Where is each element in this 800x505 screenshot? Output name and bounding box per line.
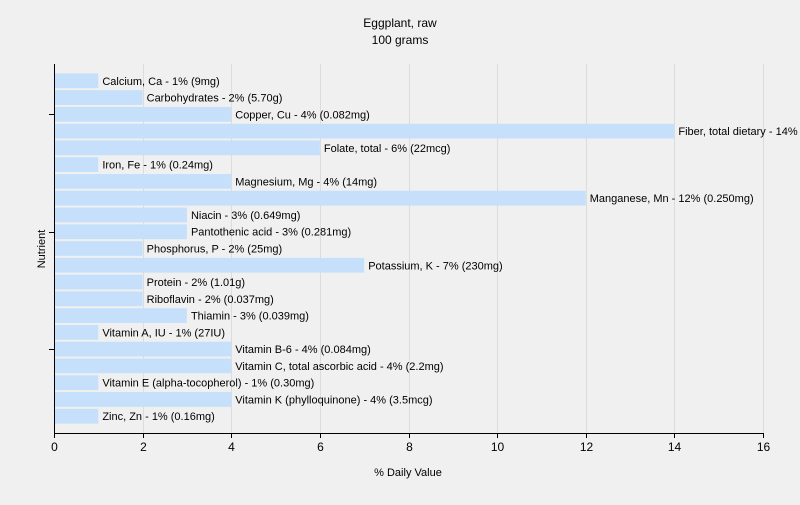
bar-data-label: Riboflavin - 2% (0.037mg) [147, 294, 274, 306]
bar-data-label: Calcium, Ca - 1% (9mg) [102, 76, 219, 88]
bar [55, 241, 143, 256]
x-axis-label: % Daily Value [374, 467, 442, 479]
x-tick-label: 8 [406, 440, 413, 454]
x-tick-label: 10 [491, 440, 505, 454]
bar-data-label: Vitamin A, IU - 1% (27IU) [102, 327, 225, 339]
bar-data-label: Pantothenic acid - 3% (0.281mg) [191, 227, 351, 239]
bar [55, 408, 99, 424]
bar [55, 90, 143, 105]
bar-data-label: Vitamin E (alpha-tocopherol) - 1% (0.30m… [102, 378, 314, 390]
bar [55, 291, 143, 307]
bar [55, 140, 320, 156]
bar-data-label: Vitamin B-6 - 4% (0.084mg) [235, 344, 371, 356]
bar-data-label: Vitamin K (phylloquinone) - 4% (3.5mcg) [235, 394, 432, 406]
bar-data-label: Zinc, Zn - 1% (0.16mg) [102, 411, 214, 423]
bar-data-label: Magnesium, Mg - 4% (14mg) [235, 176, 377, 188]
bar-data-label: Carbohydrates - 2% (5.70g) [147, 93, 283, 105]
axes: 0 2 4 6 8 10 12 14 16 [49, 64, 770, 454]
x-tick-label: 14 [668, 440, 682, 454]
bars: Calcium, Ca - 1% (9mg) Carbohydrates - 2%… [55, 73, 800, 424]
bar-data-label: Folate, total - 6% (22mcg) [324, 143, 451, 155]
y-axis-label: Nutrient [36, 230, 48, 269]
bar [55, 207, 187, 223]
bar-data-label: Copper, Cu - 4% (0.082mg) [235, 109, 370, 121]
bar-data-label: Iron, Fe - 1% (0.24mg) [102, 160, 213, 172]
bar [55, 257, 365, 273]
bar-data-label: Manganese, Mn - 12% (0.250mg) [590, 193, 754, 205]
bar-data-label: Phosphorus, P - 2% (25mg) [147, 244, 283, 256]
bar-data-label: Niacin - 3% (0.649mg) [191, 210, 300, 222]
bar [55, 341, 232, 357]
bar [55, 123, 675, 139]
chart-title: Eggplant, raw [363, 16, 437, 30]
x-tick-label: 12 [580, 440, 594, 454]
bar [55, 274, 143, 290]
x-tick-label: 0 [51, 440, 58, 454]
chart-subtitle: 100 grams [372, 33, 429, 47]
x-tick-label: 6 [317, 440, 324, 454]
x-tick-label: 2 [140, 440, 147, 454]
bar-data-label: Potassium, K - 7% (230mg) [368, 260, 503, 272]
bar [55, 375, 99, 391]
bar-data-label: Fiber, total dietary - 14% (3.4g) [678, 126, 800, 138]
bar [55, 324, 99, 340]
bar [55, 157, 99, 173]
bar-data-label: Vitamin C, total ascorbic acid - 4% (2.2… [235, 361, 443, 373]
x-tick-label: 16 [757, 440, 771, 454]
bar-data-label: Thiamin - 3% (0.039mg) [191, 311, 309, 323]
bar [55, 308, 187, 323]
bar-data-label: Protein - 2% (1.01g) [147, 277, 245, 289]
bar [55, 392, 232, 407]
bar [55, 224, 187, 240]
x-tick-label: 4 [228, 440, 235, 454]
bar [55, 106, 232, 122]
bar [55, 174, 232, 189]
bar [55, 358, 232, 374]
bar [55, 73, 99, 89]
bar [55, 190, 586, 206]
